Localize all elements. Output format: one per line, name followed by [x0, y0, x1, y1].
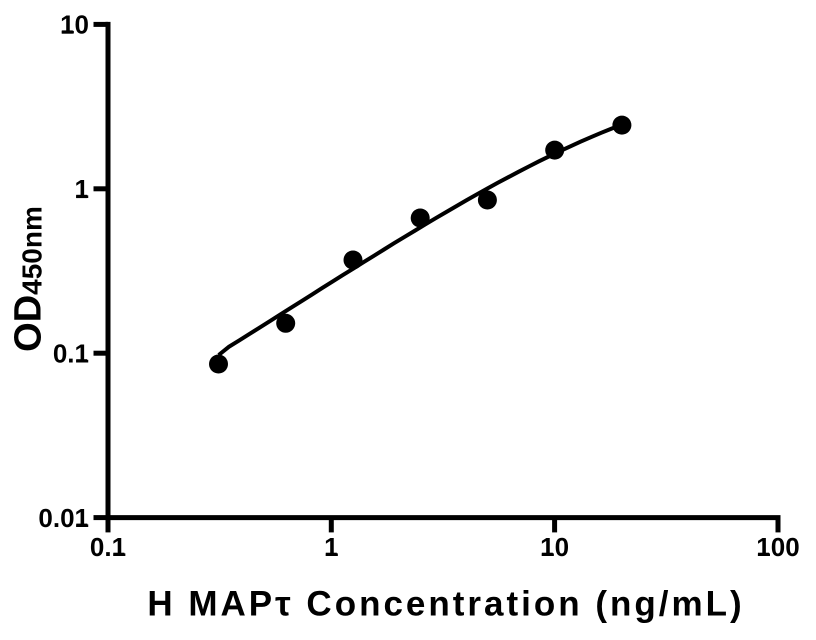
svg-text:10: 10	[540, 532, 569, 562]
svg-text:1: 1	[324, 532, 338, 562]
svg-text:10: 10	[60, 10, 89, 40]
svg-text:1: 1	[75, 174, 89, 204]
svg-text:100: 100	[756, 532, 799, 562]
svg-text:0.01: 0.01	[38, 503, 89, 533]
svg-text:0.1: 0.1	[53, 339, 89, 369]
svg-text:H MAPτ Concentration (ng/mL): H MAPτ Concentration (ng/mL)	[147, 585, 744, 624]
svg-text:0.1: 0.1	[90, 532, 126, 562]
